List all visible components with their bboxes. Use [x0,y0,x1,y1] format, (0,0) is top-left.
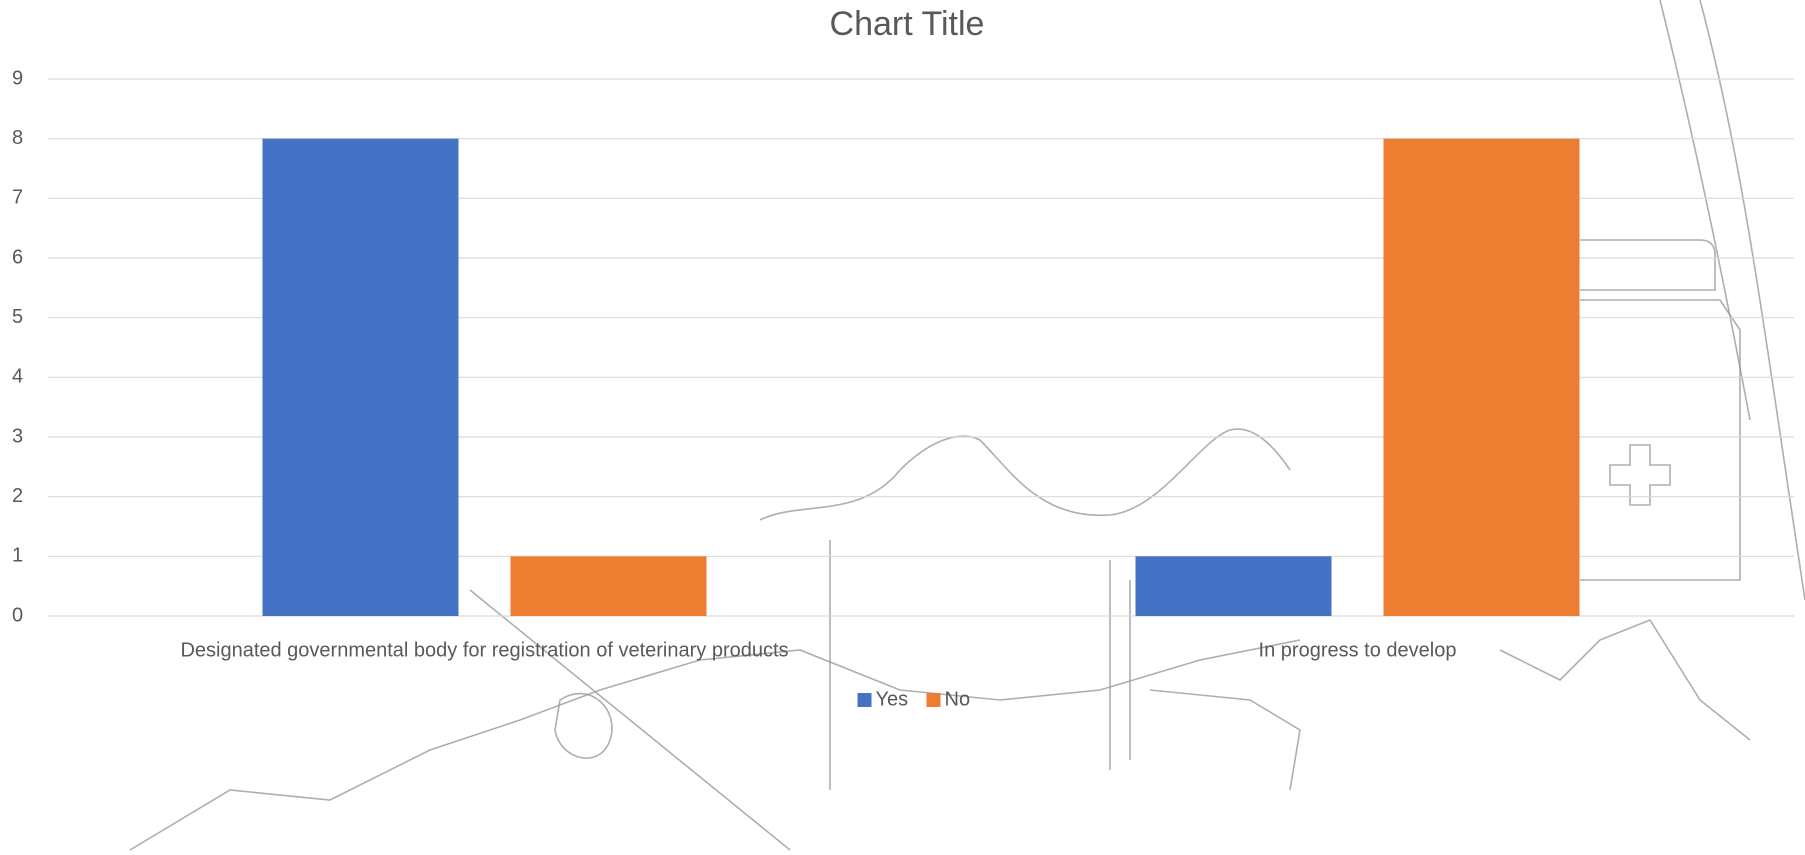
y-tick-label: 1 [12,545,23,567]
chart-title: Chart Title [830,5,985,43]
bar [262,138,459,616]
x-tick-label: Designated governmental body for registr… [180,639,788,661]
legend-label: No [945,688,971,710]
legend-label: Yes [876,688,909,710]
y-tick-label: 6 [12,246,23,268]
y-tick-label: 0 [12,604,23,626]
y-tick-label: 7 [12,187,23,209]
x-tick-label: In progress to develop [1259,639,1457,661]
legend-swatch [926,693,941,707]
y-tick-label: 2 [12,485,23,507]
bar [510,556,707,616]
legend-swatch [857,693,872,707]
plot-area: 0 1 2 3 4 5 6 7 8 9 Designated governmental body f… [12,67,1794,710]
y-tick-label: 5 [12,306,23,328]
y-tick-label: 3 [12,425,23,447]
y-tick-label: 8 [12,127,23,149]
y-tick-label: 9 [12,67,23,89]
bar [1135,556,1332,616]
bar [1383,138,1580,616]
y-tick-label: 4 [12,366,23,388]
background-illustration [129,0,1805,851]
